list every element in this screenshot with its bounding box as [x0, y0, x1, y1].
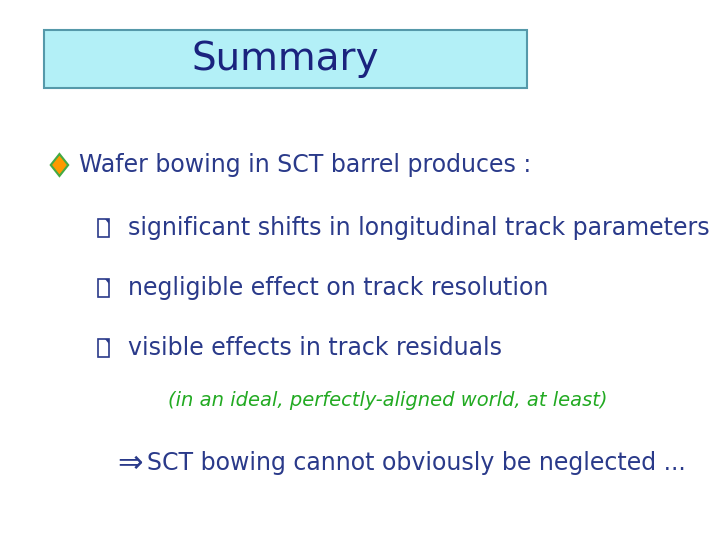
Text: ⇒: ⇒	[117, 449, 143, 477]
Polygon shape	[104, 339, 109, 344]
FancyBboxPatch shape	[97, 279, 109, 297]
FancyBboxPatch shape	[97, 219, 109, 237]
Polygon shape	[104, 279, 109, 284]
Text: negligible effect on track resolution: negligible effect on track resolution	[128, 276, 549, 300]
Polygon shape	[50, 154, 68, 176]
Text: (in an ideal, perfectly-aligned world, at least): (in an ideal, perfectly-aligned world, a…	[168, 390, 608, 409]
Text: visible effects in track residuals: visible effects in track residuals	[128, 336, 503, 360]
Text: SCT bowing cannot obviously be neglected ...: SCT bowing cannot obviously be neglected…	[148, 451, 686, 475]
Text: Wafer bowing in SCT barrel produces :: Wafer bowing in SCT barrel produces :	[79, 153, 531, 177]
Text: Summary: Summary	[192, 40, 379, 78]
Text: significant shifts in longitudinal track parameters: significant shifts in longitudinal track…	[128, 216, 710, 240]
FancyBboxPatch shape	[44, 30, 527, 88]
Polygon shape	[104, 219, 109, 224]
FancyBboxPatch shape	[97, 339, 109, 357]
